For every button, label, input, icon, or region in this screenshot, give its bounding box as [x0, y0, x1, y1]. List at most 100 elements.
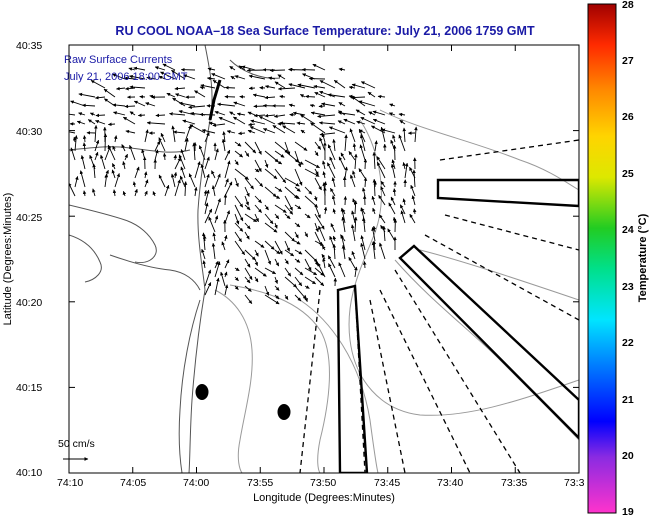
current-vector [178, 154, 186, 170]
current-vector [234, 276, 239, 282]
current-vector [194, 186, 198, 197]
current-vector [204, 282, 212, 296]
current-vector [133, 100, 146, 107]
current-vector [294, 294, 302, 302]
current-vector [372, 207, 376, 215]
current-vector [294, 204, 302, 210]
colorbar-tick-label: 22 [622, 337, 634, 349]
current-vector [327, 144, 336, 161]
current-vector [204, 189, 210, 206]
current-vector [344, 166, 348, 179]
current-vector [359, 134, 366, 152]
current-vector [284, 267, 292, 277]
current-vector [372, 151, 376, 170]
current-vector [277, 74, 286, 80]
current-vector [80, 155, 86, 170]
current-vector [304, 267, 318, 276]
current-vector [254, 213, 259, 223]
current-vector [121, 144, 126, 152]
current-vector [284, 213, 291, 220]
current-vector [218, 116, 236, 125]
current-vector [124, 153, 128, 161]
current-vector [234, 159, 239, 166]
current-vector [274, 195, 281, 199]
current-vector [234, 168, 249, 180]
current-vector [112, 145, 116, 152]
current-vector [234, 267, 240, 272]
current-vector [300, 129, 306, 134]
current-vector [304, 213, 311, 219]
current-vector [123, 116, 136, 125]
current-vector [284, 258, 289, 265]
current-vector [160, 71, 176, 80]
current-vector [129, 111, 136, 116]
current-vector [194, 90, 206, 98]
current-vector [304, 294, 308, 302]
current-vector [234, 285, 239, 291]
current-vector [212, 232, 216, 242]
current-vector [104, 173, 109, 188]
current-vector [92, 163, 96, 179]
current-vector [204, 173, 210, 188]
colorbar-tick-label: 21 [622, 394, 634, 406]
y-tick-label: 40:35 [16, 40, 42, 52]
current-vector [204, 269, 212, 287]
current-vector [341, 216, 346, 233]
current-vector [274, 114, 286, 118]
current-vector [108, 122, 116, 127]
current-vector [351, 210, 356, 224]
current-vector [184, 137, 189, 152]
current-vector [354, 153, 358, 170]
x-tick-label: 73:45 [374, 477, 400, 489]
current-vector [314, 213, 325, 230]
current-vector [174, 86, 186, 91]
current-vector [244, 150, 250, 157]
y-tick-label: 40:15 [16, 382, 42, 394]
current-vector [90, 80, 106, 89]
x-tick-label: 73:55 [247, 477, 273, 489]
current-vector [253, 113, 266, 118]
current-vector [319, 80, 336, 89]
current-vector [258, 115, 276, 125]
current-vector [392, 216, 397, 224]
current-vector [201, 128, 216, 134]
current-vector [274, 294, 280, 300]
current-vector [114, 173, 121, 188]
current-vector [289, 113, 296, 117]
current-vector [170, 173, 176, 188]
current-vector [94, 151, 99, 161]
current-vector [78, 92, 96, 98]
current-vector [402, 198, 407, 206]
current-vector [398, 112, 406, 117]
current-vector [234, 240, 246, 256]
coastline [69, 45, 281, 473]
current-vector [373, 181, 378, 188]
current-vector [154, 66, 166, 71]
current-vector [331, 177, 336, 188]
x-tick-label: 74:10 [57, 477, 83, 489]
current-vector [282, 125, 296, 134]
current-vector [349, 128, 356, 143]
current-vector [211, 242, 216, 260]
current-vector [224, 259, 230, 269]
current-vector [361, 217, 366, 233]
current-vector [244, 213, 257, 223]
current-vector [341, 245, 346, 260]
current-vector [200, 164, 206, 179]
current-vector [194, 161, 201, 179]
current-vector [241, 65, 256, 71]
current-vector [304, 186, 313, 195]
current-vector [327, 93, 346, 98]
current-vector [404, 162, 409, 179]
current-vector [254, 159, 262, 172]
current-vector [183, 74, 196, 80]
current-vector [122, 161, 126, 170]
legend-date: July 21, 2006 18:00 GMT [64, 71, 188, 83]
current-vector [204, 202, 209, 215]
current-vector [87, 119, 96, 125]
current-vector [184, 125, 192, 143]
current-vector [152, 191, 157, 197]
current-vector [294, 186, 301, 192]
current-vector [343, 196, 348, 206]
current-vector [180, 149, 186, 161]
